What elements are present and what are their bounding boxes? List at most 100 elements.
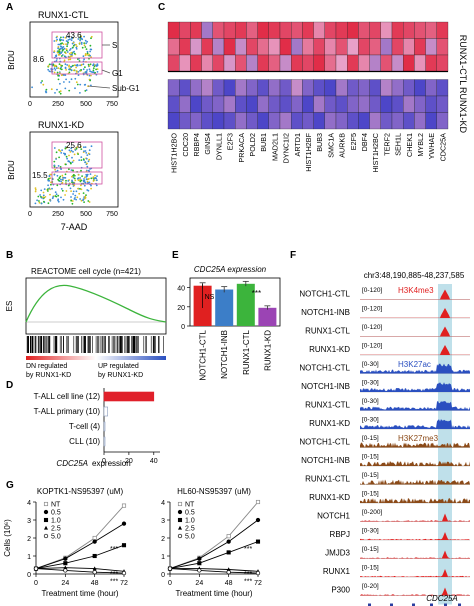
g-ytick-label: 1 (161, 554, 165, 561)
panel-letter-g: G (6, 480, 14, 491)
flow-dot (95, 68, 97, 71)
flow-dot (64, 147, 67, 150)
heatmap-cell (212, 21, 225, 39)
heatmap-cell (212, 38, 225, 56)
flow-dot (54, 69, 57, 71)
f-track-range: [0-30] (362, 417, 379, 424)
heatmap-cell (425, 54, 437, 72)
flow-dot (55, 64, 57, 67)
heatmap-cell (268, 38, 281, 56)
heatmap-cell (380, 38, 393, 56)
f-track-signal (360, 289, 470, 300)
flow-dot (61, 42, 63, 44)
flow-dot (92, 180, 95, 182)
flow-dot (61, 64, 63, 67)
flow-dot (77, 179, 80, 182)
f-track-range: [0-30] (362, 380, 379, 387)
heatmap-cell (391, 79, 404, 97)
flow-dot (85, 157, 88, 160)
panel-letter-a: A (6, 2, 14, 13)
heatmap-cell (235, 95, 247, 113)
flow-dot (85, 178, 88, 181)
flow-top-frame (29, 21, 119, 98)
heatmap-cell (313, 54, 325, 72)
f-track-label: NOTCH1-INB (301, 382, 350, 391)
g-series-line (169, 541, 259, 570)
g-ytick-label: 4 (161, 500, 165, 507)
e-category-label: RUNX1-KD (263, 330, 272, 371)
g-point (226, 567, 231, 572)
flow-dot (66, 45, 68, 48)
heatmap-cell (257, 112, 269, 130)
heatmap-cell (201, 95, 213, 113)
flow-dot (73, 50, 75, 53)
flow-dot (62, 39, 65, 42)
e-chart-area: 0 20 40 NOTCH1-CTL NOTCH1-INB RUNX1-CTL RUNX1-… (177, 277, 281, 380)
flow-dot (48, 199, 51, 201)
flow-dot (52, 196, 55, 198)
flow-dot (65, 78, 67, 81)
f-gene-exon (412, 603, 415, 606)
flow-dot (64, 74, 67, 76)
panel-letter-d: D (6, 380, 14, 391)
g-point (121, 521, 127, 526)
flow-dot (60, 68, 63, 71)
f-track-label: RUNX1 (323, 567, 351, 576)
flow-dot (62, 46, 65, 48)
heatmap-group-kd: RUNX1-KD (458, 87, 468, 134)
flow-dot (92, 176, 95, 179)
flow-dot (40, 202, 43, 205)
f-track-signal (360, 326, 470, 337)
flow-dot (60, 188, 63, 190)
g-series-line (169, 519, 259, 570)
flow-dot (65, 155, 68, 158)
flow-bottom-frame (29, 131, 119, 208)
g-point (121, 503, 127, 508)
flow-dot (79, 145, 82, 148)
f-track-mark: H3K27me3 (398, 434, 439, 443)
flow-dot (80, 37, 83, 40)
flow-dot (90, 74, 92, 77)
g-legend-label: NT (185, 502, 195, 509)
heatmap-cell (246, 21, 258, 39)
g-point (63, 556, 68, 561)
flow-dot (64, 36, 67, 39)
flow-dot (75, 147, 78, 150)
flow-dot (79, 178, 81, 181)
flow-dot (76, 64, 78, 67)
flow-dot (79, 198, 81, 200)
flow-dot (96, 179, 98, 182)
heatmap-cell (291, 38, 303, 56)
heatmap-gene-label: BUB3 (315, 133, 324, 152)
flow-dot (75, 43, 77, 46)
heatmap-cell (201, 54, 213, 72)
f-track-signal (360, 442, 470, 448)
g-significance-stars: *** (244, 546, 252, 553)
heatmap-cell (179, 95, 191, 113)
flow-dot (96, 175, 98, 178)
g-significance-stars: *** (244, 571, 252, 578)
flow-dot (60, 196, 62, 199)
flow-dot (74, 87, 76, 90)
flow-dot (88, 158, 91, 161)
flow-dot (89, 173, 92, 176)
heatmap-cell (167, 38, 180, 56)
flow-dot (80, 188, 83, 191)
flow-top-xtick-2: 500 (80, 101, 92, 108)
heatmap-cell (380, 54, 393, 72)
flow-dot (60, 51, 63, 53)
heatmap-cell (246, 79, 258, 97)
flow-dot (60, 152, 63, 154)
e-title: CDC25A expression (194, 265, 267, 274)
heatmap-gene-label: E2F3 (226, 133, 235, 150)
heatmap-cell (403, 112, 415, 130)
e-bar (236, 283, 255, 326)
heatmap-cell (369, 38, 381, 56)
flow-dot (64, 177, 67, 179)
s-percent-bottom: 25.6 (66, 141, 82, 150)
g-point (63, 561, 68, 566)
f-track-range: [0-120] (362, 287, 382, 294)
flow-dot (55, 195, 58, 198)
flow-dot (48, 70, 51, 73)
flow-dot (49, 193, 51, 196)
